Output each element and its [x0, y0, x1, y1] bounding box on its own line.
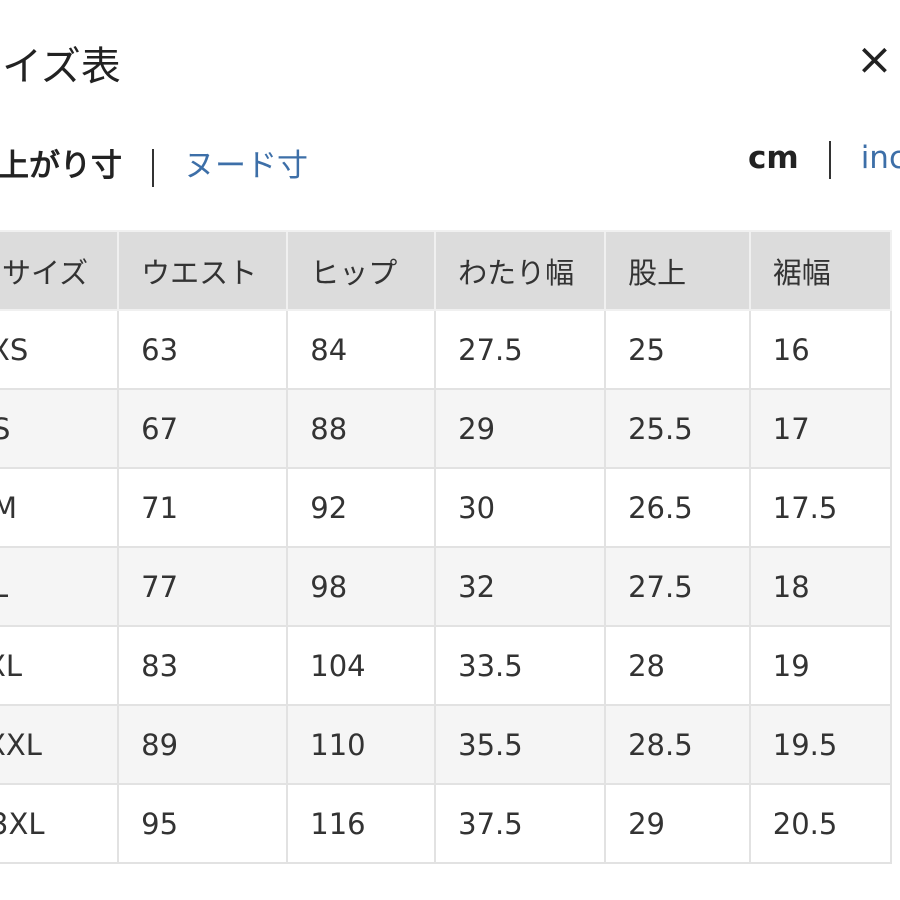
divider [828, 140, 831, 179]
size-cell: L [0, 546, 120, 627]
tab-finished-size[interactable]: 仕上がり寸 [0, 148, 122, 184]
size-cell: S [0, 388, 120, 469]
value-cell: 20.5 [748, 783, 893, 864]
value-cell: 27.5 [604, 546, 751, 627]
value-cell: 116 [286, 783, 437, 864]
value-cell: 28 [604, 625, 751, 706]
unit-toggle: cm inch [748, 140, 900, 179]
column-header: サイズ [0, 230, 120, 311]
value-cell: 77 [117, 546, 289, 627]
value-cell: 88 [286, 388, 437, 469]
size-cell: XXL [0, 704, 120, 785]
value-cell: 63 [117, 309, 289, 390]
measure-toggle: 仕上がり寸 ヌード寸 [0, 140, 308, 187]
value-cell: 19 [748, 625, 893, 706]
table-row: S 67 88 29 25.5 17 [0, 388, 893, 469]
value-cell: 17 [748, 388, 893, 469]
unit-cm[interactable]: cm [748, 140, 799, 176]
column-header: ウエスト [117, 230, 289, 311]
tab-body-size[interactable]: ヌード寸 [184, 148, 308, 184]
value-cell: 104 [286, 625, 437, 706]
value-cell: 84 [286, 309, 437, 390]
value-cell: 67 [117, 388, 289, 469]
size-cell: XS [0, 309, 120, 390]
value-cell: 19.5 [748, 704, 893, 785]
unit-inch[interactable]: inch [860, 140, 900, 176]
value-cell: 17.5 [748, 467, 893, 548]
value-cell: 29 [604, 783, 751, 864]
table-row: M 71 92 30 26.5 17.5 [0, 467, 893, 548]
value-cell: 26.5 [604, 467, 751, 548]
value-cell: 16 [748, 309, 893, 390]
value-cell: 29 [434, 388, 607, 469]
column-header: 股上 [604, 230, 751, 311]
column-header: わたり幅 [434, 230, 607, 311]
value-cell: 27.5 [434, 309, 607, 390]
page-title: サイズ表 [0, 44, 121, 90]
value-cell: 25.5 [604, 388, 751, 469]
table-row: L 77 98 32 27.5 18 [0, 546, 893, 627]
close-icon[interactable]: × [856, 34, 893, 85]
size-cell: XL [0, 625, 120, 706]
divider [152, 148, 154, 187]
size-cell: M [0, 467, 120, 548]
value-cell: 89 [117, 704, 289, 785]
value-cell: 33.5 [434, 625, 607, 706]
value-cell: 110 [286, 704, 437, 785]
value-cell: 18 [748, 546, 893, 627]
table-row: XXL8911035.528.519.5 [0, 704, 893, 785]
column-header: 裾幅 [748, 230, 893, 311]
value-cell: 71 [117, 467, 289, 548]
value-cell: 28.5 [604, 704, 751, 785]
value-cell: 35.5 [434, 704, 607, 785]
value-cell: 32 [434, 546, 607, 627]
value-cell: 92 [286, 467, 437, 548]
value-cell: 98 [286, 546, 437, 627]
column-header: ヒップ [286, 230, 437, 311]
value-cell: 30 [434, 467, 607, 548]
size-cell: 3XL [0, 783, 120, 864]
value-cell: 37.5 [434, 783, 607, 864]
value-cell: 25 [604, 309, 751, 390]
value-cell: 95 [117, 783, 289, 864]
value-cell: 83 [117, 625, 289, 706]
